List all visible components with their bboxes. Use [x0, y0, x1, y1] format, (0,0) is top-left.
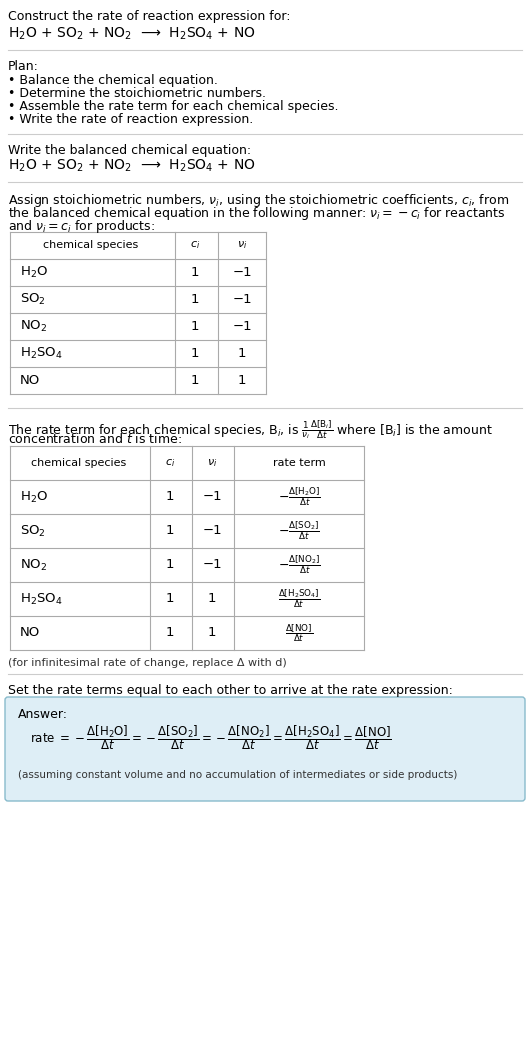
Text: −1: −1 [232, 293, 252, 306]
Text: (assuming constant volume and no accumulation of intermediates or side products): (assuming constant volume and no accumul… [18, 770, 457, 780]
Text: 1: 1 [238, 374, 246, 387]
Text: $\frac{\Delta[\mathrm{NO}]}{\Delta t}$: $\frac{\Delta[\mathrm{NO}]}{\Delta t}$ [285, 622, 313, 644]
Text: 1: 1 [166, 491, 174, 503]
Text: H$_2$SO$_4$: H$_2$SO$_4$ [20, 591, 63, 607]
Text: 1: 1 [166, 524, 174, 538]
Text: and $\nu_i = c_i$ for products:: and $\nu_i = c_i$ for products: [8, 218, 155, 235]
Text: $-\frac{\Delta[\mathrm{NO_2}]}{\Delta t}$: $-\frac{\Delta[\mathrm{NO_2}]}{\Delta t}… [278, 553, 321, 576]
Text: chemical species: chemical species [31, 458, 127, 468]
Text: 1: 1 [166, 559, 174, 571]
Text: −1: −1 [232, 266, 252, 279]
Text: 1: 1 [166, 592, 174, 606]
Text: $-\frac{\Delta[\mathrm{H_2O}]}{\Delta t}$: $-\frac{\Delta[\mathrm{H_2O}]}{\Delta t}… [278, 485, 321, 508]
Text: Set the rate terms equal to each other to arrive at the rate expression:: Set the rate terms equal to each other t… [8, 684, 453, 697]
Text: 1: 1 [191, 266, 199, 279]
Text: $\frac{\Delta[\mathrm{H_2SO_4}]}{\Delta t}$: $\frac{\Delta[\mathrm{H_2SO_4}]}{\Delta … [278, 588, 320, 610]
Text: 1: 1 [166, 627, 174, 639]
Text: NO$_2$: NO$_2$ [20, 319, 47, 334]
Text: $c_i$: $c_i$ [190, 240, 200, 251]
Text: $\nu_i$: $\nu_i$ [207, 457, 217, 469]
Text: 1: 1 [208, 627, 216, 639]
Text: rate term: rate term [272, 458, 325, 468]
Text: NO: NO [20, 374, 40, 387]
Text: Plan:: Plan: [8, 60, 39, 73]
Text: 1: 1 [238, 347, 246, 360]
Text: The rate term for each chemical species, B$_i$, is $\frac{1}{\nu_i}\frac{\Delta[: The rate term for each chemical species,… [8, 418, 493, 440]
Text: 1: 1 [208, 592, 216, 606]
Text: Assign stoichiometric numbers, $\nu_i$, using the stoichiometric coefficients, $: Assign stoichiometric numbers, $\nu_i$, … [8, 192, 509, 209]
Text: H$_2$O + SO$_2$ + NO$_2$  ⟶  H$_2$SO$_4$ + NO: H$_2$O + SO$_2$ + NO$_2$ ⟶ H$_2$SO$_4$ +… [8, 158, 255, 175]
Text: −1: −1 [232, 320, 252, 333]
Text: $c_i$: $c_i$ [165, 457, 175, 469]
Text: • Determine the stoichiometric numbers.: • Determine the stoichiometric numbers. [8, 87, 266, 100]
Text: $-\frac{\Delta[\mathrm{SO_2}]}{\Delta t}$: $-\frac{\Delta[\mathrm{SO_2}]}{\Delta t}… [278, 520, 320, 542]
Text: SO$_2$: SO$_2$ [20, 523, 46, 539]
Text: chemical species: chemical species [43, 241, 139, 250]
Text: −1: −1 [202, 559, 222, 571]
Text: Construct the rate of reaction expression for:: Construct the rate of reaction expressio… [8, 10, 290, 23]
Text: SO$_2$: SO$_2$ [20, 292, 46, 308]
Text: • Balance the chemical equation.: • Balance the chemical equation. [8, 74, 218, 87]
Text: H$_2$SO$_4$: H$_2$SO$_4$ [20, 346, 63, 361]
Text: 1: 1 [191, 347, 199, 360]
Text: Answer:: Answer: [18, 708, 68, 721]
Text: −1: −1 [202, 491, 222, 503]
Text: −1: −1 [202, 524, 222, 538]
Text: NO: NO [20, 627, 40, 639]
Text: • Assemble the rate term for each chemical species.: • Assemble the rate term for each chemic… [8, 100, 339, 113]
Text: 1: 1 [191, 293, 199, 306]
Text: 1: 1 [191, 320, 199, 333]
Text: H$_2$O + SO$_2$ + NO$_2$  ⟶  H$_2$SO$_4$ + NO: H$_2$O + SO$_2$ + NO$_2$ ⟶ H$_2$SO$_4$ +… [8, 26, 255, 43]
Text: (for infinitesimal rate of change, replace Δ with d): (for infinitesimal rate of change, repla… [8, 658, 287, 668]
Text: 1: 1 [191, 374, 199, 387]
Text: rate $= -\dfrac{\Delta[\mathrm{H_2O}]}{\Delta t} = -\dfrac{\Delta[\mathrm{SO_2}]: rate $= -\dfrac{\Delta[\mathrm{H_2O}]}{\… [30, 724, 392, 752]
Text: the balanced chemical equation in the following manner: $\nu_i = -c_i$ for react: the balanced chemical equation in the fo… [8, 205, 506, 222]
Text: $\nu_i$: $\nu_i$ [237, 240, 247, 251]
Text: NO$_2$: NO$_2$ [20, 558, 47, 572]
Text: H$_2$O: H$_2$O [20, 265, 48, 280]
Text: concentration and $t$ is time:: concentration and $t$ is time: [8, 432, 182, 446]
Text: • Write the rate of reaction expression.: • Write the rate of reaction expression. [8, 113, 253, 126]
Text: H$_2$O: H$_2$O [20, 490, 48, 504]
Text: Write the balanced chemical equation:: Write the balanced chemical equation: [8, 144, 251, 157]
FancyBboxPatch shape [5, 697, 525, 801]
